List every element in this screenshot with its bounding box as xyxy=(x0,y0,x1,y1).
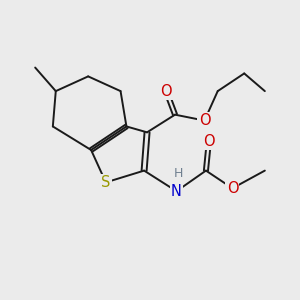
Text: O: O xyxy=(160,84,172,99)
Text: O: O xyxy=(203,134,215,149)
Text: N: N xyxy=(171,184,182,199)
Text: H: H xyxy=(173,167,183,180)
Text: S: S xyxy=(101,175,110,190)
Text: O: O xyxy=(199,113,210,128)
Text: O: O xyxy=(226,181,238,196)
